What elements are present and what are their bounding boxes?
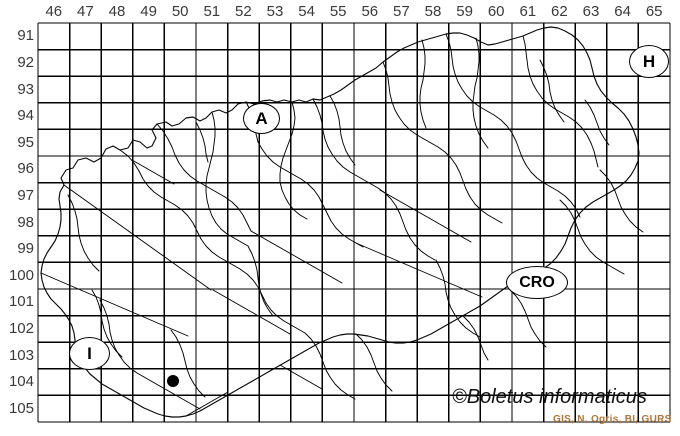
y-axis-tick-label: 95 [17, 133, 34, 151]
x-axis-tick-label: 53 [266, 3, 284, 20]
x-axis-tick-label: 60 [487, 3, 505, 20]
y-axis-tick-label: 102 [8, 319, 34, 337]
country-label-h: H [629, 45, 669, 78]
source-credit-text: GIS, N. Ogris, BI, GURS [553, 414, 672, 425]
y-axis-tick-label: 92 [17, 53, 34, 71]
country-label-cro: CRO [506, 266, 568, 299]
x-axis-tick-label: 49 [140, 3, 157, 20]
y-axis-tick-label: 97 [17, 186, 34, 204]
country-label-a: A [243, 103, 280, 134]
y-axis-tick-label: 96 [17, 160, 34, 178]
x-axis-tick-label: 55 [329, 3, 347, 20]
copyright-text: ©Boletus informaticus [452, 386, 647, 408]
y-axis-tick-label: 101 [8, 293, 34, 311]
x-axis-tick-label: 47 [77, 3, 94, 20]
y-axis-tick-label: 100 [8, 266, 34, 284]
y-axis-tick-label: 105 [8, 399, 34, 417]
x-axis-tick-label: 57 [393, 3, 410, 20]
x-axis-tick-label: 61 [519, 3, 537, 20]
river-network [40, 33, 644, 417]
y-axis-tick-label: 94 [17, 107, 34, 125]
x-axis-tick-label: 54 [298, 3, 315, 20]
x-axis-tick-label: 56 [361, 3, 379, 20]
y-axis-tick-label: 104 [8, 373, 34, 391]
x-axis-tick-label: 50 [171, 3, 189, 20]
x-axis-tick-label: 58 [424, 3, 442, 20]
x-axis-tick-label: 52 [235, 3, 252, 20]
y-axis-tick-label: 99 [17, 240, 34, 258]
x-axis-tick-label: 51 [203, 3, 221, 20]
country-border [40, 26, 640, 418]
x-axis-tick-label: 65 [645, 3, 663, 20]
x-axis-tick-label: 64 [614, 3, 631, 20]
x-axis-tick-label: 48 [108, 3, 126, 20]
y-axis-tick-label: 93 [17, 80, 34, 98]
x-axis-tick-label: 62 [551, 3, 568, 20]
occurrence-dot [167, 375, 179, 387]
x-axis-tick-label: 63 [582, 3, 600, 20]
x-axis-tick-label: 46 [45, 3, 63, 20]
x-axis-tick-label: 59 [456, 3, 473, 20]
y-axis-tick-label: 98 [17, 213, 34, 231]
y-axis-tick-label: 103 [8, 346, 34, 364]
y-axis-tick-label: 91 [17, 27, 34, 45]
country-label-i: I [69, 337, 110, 370]
